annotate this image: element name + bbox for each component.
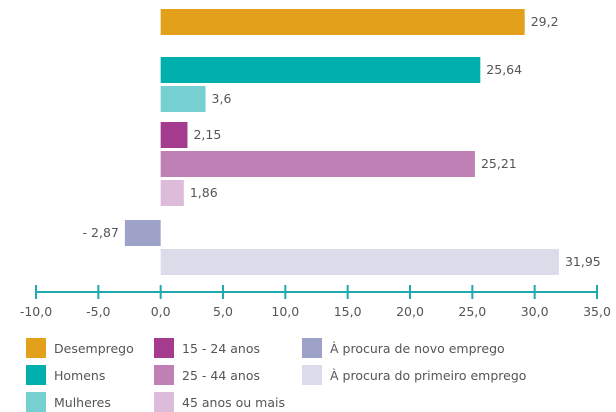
legend-item-6: 45 anos ou mais (154, 392, 285, 412)
data-label-6: 1,86 (190, 185, 218, 200)
legend-swatch (26, 365, 46, 385)
legend-swatch (26, 338, 46, 358)
bar-7 (124, 220, 161, 246)
legend-item-2: Homens (26, 365, 105, 385)
data-label-2: 25,64 (486, 62, 522, 77)
data-label-8: 31,95 (565, 254, 601, 269)
legend-swatch (302, 365, 322, 385)
x-tick-label-1: -10,0 (20, 304, 52, 319)
legend-swatch (154, 365, 174, 385)
legend-swatch (302, 338, 322, 358)
legend-item-1: Desemprego (26, 338, 134, 358)
legend-label: Mulheres (54, 394, 111, 410)
data-label-1: 29,2 (531, 14, 559, 29)
bar-4 (160, 122, 188, 148)
data-label-3: 3,6 (212, 91, 232, 106)
x-tick-label-10: 35,0 (583, 304, 611, 319)
legend: Desemprego Homens Mulheres 15 - 24 anos 25 -… (0, 336, 616, 412)
legend-label: 25 - 44 anos (182, 367, 260, 383)
x-tick-label-9: 30,0 (521, 304, 549, 319)
bar-2 (160, 57, 481, 83)
bar-6 (160, 180, 184, 206)
data-label-4: 2,15 (193, 127, 221, 142)
bar-5 (160, 151, 475, 177)
legend-label: Desemprego (54, 340, 134, 356)
x-tick-label-2: -5,0 (86, 304, 110, 319)
legend-label: 45 anos ou mais (182, 394, 285, 410)
x-tick-label-6: 15,0 (334, 304, 362, 319)
x-tick-label-3: 0,0 (151, 304, 171, 319)
data-label-7: - 2,87 (83, 225, 119, 240)
legend-label: 15 - 24 anos (182, 340, 260, 356)
legend-swatch (26, 392, 46, 412)
legend-item-3: Mulheres (26, 392, 111, 412)
x-tick-label-8: 25,0 (458, 304, 486, 319)
legend-label: À procura do primeiro emprego (330, 367, 527, 383)
x-tick-label-4: 5,0 (213, 304, 233, 319)
legend-item-4: 15 - 24 anos (154, 338, 260, 358)
legend-item-8: À procura do primeiro emprego (302, 365, 526, 385)
bar-chart: 29,2 25,64 3,6 2,15 25,21 1,86 - 2,87 31,95 -10,… (20, 9, 611, 319)
data-label-5: 25,21 (481, 156, 517, 171)
legend-swatch (154, 338, 174, 358)
legend-label: À procura de novo emprego (330, 340, 505, 356)
legend-item-5: 25 - 44 anos (154, 365, 260, 385)
bar-8 (160, 249, 559, 275)
bar-1 (160, 9, 525, 35)
legend-swatch (154, 392, 174, 412)
x-tick-label-5: 10,0 (271, 304, 299, 319)
legend-label: Homens (54, 367, 106, 383)
bar-3 (160, 86, 206, 112)
x-tick-label-7: 20,0 (396, 304, 424, 319)
legend-item-7: À procura de novo emprego (302, 338, 505, 358)
